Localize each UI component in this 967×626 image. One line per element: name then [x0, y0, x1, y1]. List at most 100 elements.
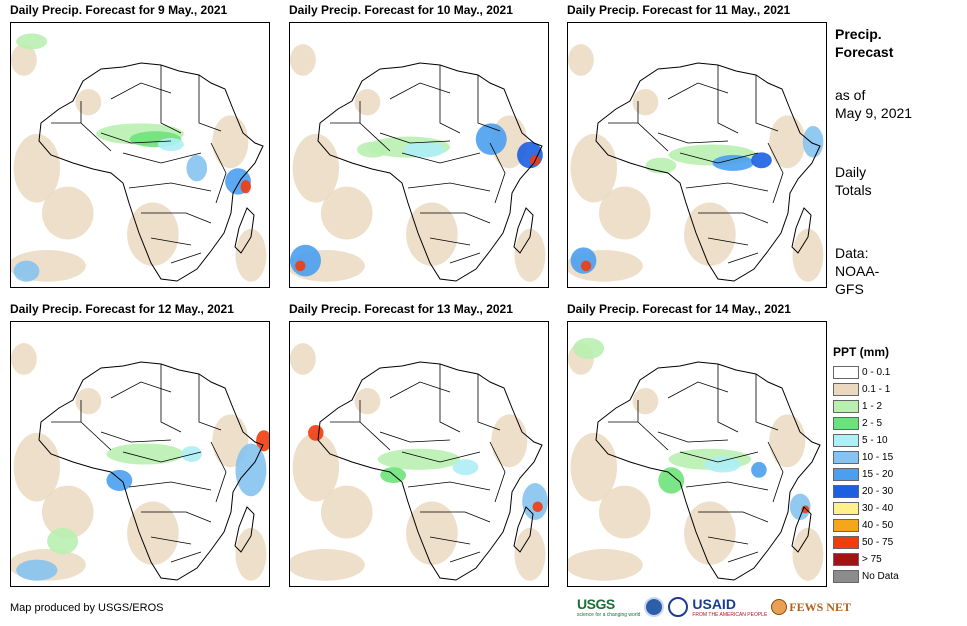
dry-region — [11, 343, 37, 375]
country-border — [420, 212, 491, 224]
country-border — [755, 75, 779, 132]
dry-region — [632, 388, 659, 415]
country-border — [477, 374, 501, 431]
map-view — [567, 22, 827, 288]
madagascar-outline — [513, 506, 534, 553]
legend-label: 20 - 30 — [862, 486, 894, 497]
legend-item: 0.1 - 1 — [833, 382, 899, 397]
country-border — [210, 441, 227, 503]
legend-item: 1 - 2 — [833, 399, 899, 414]
dry-region — [792, 228, 824, 282]
dry-region — [769, 115, 806, 169]
country-border — [667, 82, 729, 100]
dry-region — [127, 202, 179, 266]
panel-title: Daily Precip. Forecast for 13 May., 2021 — [289, 302, 513, 316]
dry-region — [354, 388, 381, 415]
continent-outline — [595, 62, 821, 282]
data-source: Data: NOAA- GFS — [835, 244, 879, 298]
country-border — [359, 122, 391, 152]
legend-swatch — [833, 383, 859, 396]
side-title-line1: Precip. — [835, 26, 882, 42]
legend-label: 40 - 50 — [862, 520, 894, 531]
country-border — [477, 75, 501, 132]
country-border — [717, 65, 739, 134]
legend-swatch — [833, 519, 859, 532]
legend: PPT (mm) 0 - 0.1 0.1 - 1 1 - 2 2 - 5 5 - 10 1… — [833, 345, 899, 586]
precip-area — [106, 443, 184, 465]
precip-map — [568, 44, 824, 282]
dry-region — [406, 501, 458, 565]
panel-title: Daily Precip. Forecast for 10 May., 2021 — [289, 3, 513, 17]
legend-item: No Data — [833, 569, 899, 584]
dry-region — [491, 414, 528, 468]
dry-region — [235, 527, 267, 581]
as-of-date: as of May 9, 2021 — [835, 86, 912, 122]
country-border — [401, 152, 481, 164]
data-source-line1: Data: — [835, 245, 869, 261]
country-border — [717, 364, 739, 433]
legend-item: 2 - 5 — [833, 416, 899, 431]
dry-region — [684, 202, 736, 266]
country-border — [80, 122, 112, 152]
usgs-logo: USGS science for a changing world — [577, 596, 640, 618]
country-border — [141, 511, 212, 523]
country-border — [767, 441, 784, 503]
country-border — [657, 132, 729, 144]
precip-area — [295, 260, 306, 272]
legend-item: 20 - 30 — [833, 484, 899, 499]
legend-swatch — [833, 434, 859, 447]
country-border — [122, 451, 202, 463]
precip-map — [11, 33, 267, 282]
legend-title: PPT (mm) — [833, 345, 890, 359]
dry-region — [598, 485, 651, 539]
map-credit: Map produced by USGS/EROS — [10, 602, 164, 614]
dry-region — [632, 89, 659, 116]
precip-area — [403, 141, 445, 158]
country-border — [110, 82, 172, 100]
dry-region — [792, 527, 824, 581]
madagascar-outline — [791, 207, 812, 254]
precip-area — [186, 155, 208, 182]
map-view — [289, 22, 549, 288]
country-border — [407, 182, 491, 192]
country-border — [755, 374, 779, 431]
dry-region — [598, 186, 651, 240]
country-border — [667, 381, 729, 399]
continent-outline — [38, 62, 264, 282]
totals-line1: Daily — [835, 164, 867, 180]
precip-area — [751, 152, 772, 169]
totals-line2: Totals — [835, 182, 872, 198]
precip-area — [452, 459, 479, 476]
as-of-value: May 9, 2021 — [835, 105, 913, 121]
precip-map — [290, 44, 546, 282]
dry-region — [568, 549, 643, 581]
dry-region — [290, 44, 316, 76]
country-border — [80, 421, 112, 451]
dry-region — [406, 202, 458, 266]
noaa-logo — [644, 597, 665, 617]
map-view — [10, 321, 270, 587]
forecast-panel-6: Daily Precip. Forecast for 14 May., 2021 — [567, 302, 827, 587]
legend-item: 5 - 10 — [833, 433, 899, 448]
precip-area — [704, 456, 741, 473]
country-border — [160, 65, 182, 134]
side-title: Precip. Forecast — [835, 25, 893, 61]
globe-icon — [771, 599, 788, 615]
precip-area — [235, 443, 267, 497]
usaid-tagline: FROM THE AMERICAN PEOPLE — [692, 612, 768, 618]
precip-area — [377, 448, 461, 470]
country-border — [685, 481, 769, 491]
legend-swatch — [833, 502, 859, 515]
country-border — [637, 421, 669, 451]
country-border — [160, 364, 182, 433]
legend-label: 0 - 0.1 — [862, 367, 891, 378]
country-border — [198, 374, 222, 431]
dry-region — [75, 388, 102, 415]
usaid-logo-text: USAID — [692, 596, 736, 612]
legend-label: 30 - 40 — [862, 503, 894, 514]
country-border — [679, 152, 759, 164]
forecast-panel-4: Daily Precip. Forecast for 12 May., 2021 — [10, 302, 270, 587]
precip-area — [16, 33, 48, 50]
country-border — [449, 252, 481, 264]
precip-area — [16, 559, 58, 581]
